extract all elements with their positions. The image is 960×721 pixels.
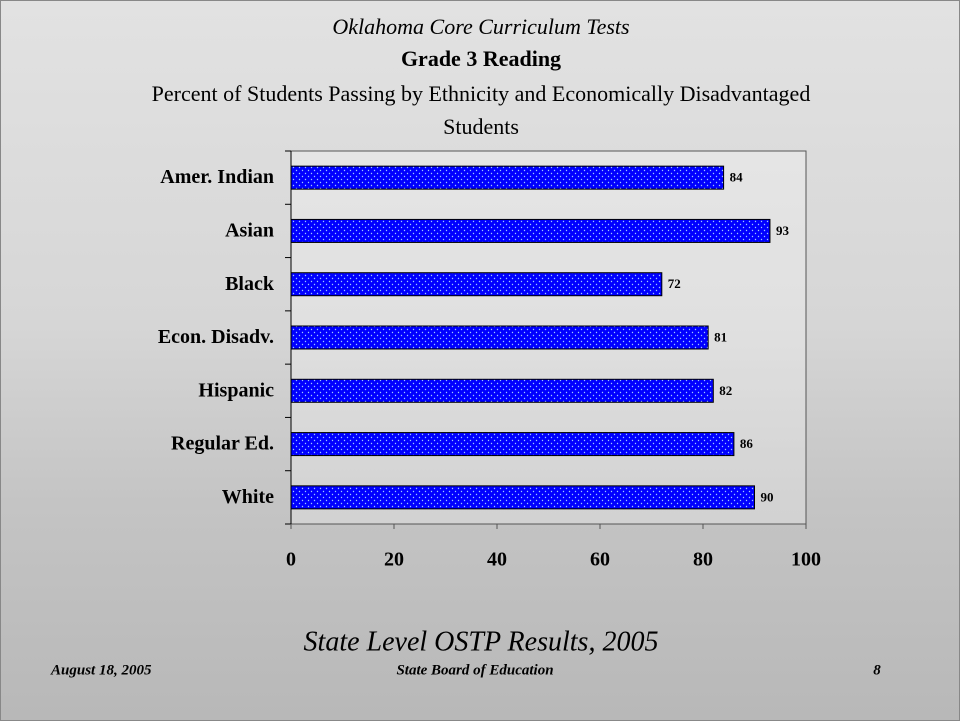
x-tick-label: 20	[384, 549, 404, 571]
y-tick-label: Regular Ed.	[171, 433, 274, 455]
value-label: 93	[776, 223, 790, 238]
bar	[290, 485, 755, 510]
value-label: 86	[740, 436, 754, 451]
y-tick-label: Econ. Disadv.	[158, 326, 274, 348]
footer-organization: State Board of Education	[396, 662, 553, 678]
value-label: 84	[730, 170, 744, 185]
supertitle: Oklahoma Core Curriculum Tests	[332, 14, 630, 39]
x-tick-label: 100	[791, 549, 821, 571]
bar	[290, 432, 735, 457]
y-tick-label: Asian	[225, 220, 274, 242]
x-tick-label: 60	[590, 549, 610, 571]
bar	[290, 165, 725, 190]
value-label: 82	[719, 383, 732, 398]
value-label: 72	[668, 276, 681, 291]
chart-title: Grade 3 Reading	[400, 46, 562, 71]
value-label: 90	[761, 489, 774, 504]
x-tick-label: 40	[487, 549, 507, 571]
y-tick-label: Amer. Indian	[160, 166, 274, 188]
bar	[290, 378, 714, 403]
footer-date: August 18, 2005	[50, 662, 152, 678]
x-tick-label: 0	[286, 549, 296, 571]
y-tick-label: White	[222, 486, 274, 508]
bar	[290, 218, 771, 243]
page-number: 8	[873, 662, 881, 678]
bar	[290, 272, 663, 297]
y-tick-label: Black	[225, 273, 275, 295]
x-tick-label: 80	[693, 549, 713, 571]
y-tick-label: Hispanic	[198, 379, 274, 401]
caption: State Level OSTP Results, 2005	[304, 626, 659, 657]
value-label: 81	[714, 329, 727, 344]
bar	[290, 325, 709, 350]
chart-subtitle: Percent of Students Passing by Ethnicity…	[151, 81, 811, 139]
